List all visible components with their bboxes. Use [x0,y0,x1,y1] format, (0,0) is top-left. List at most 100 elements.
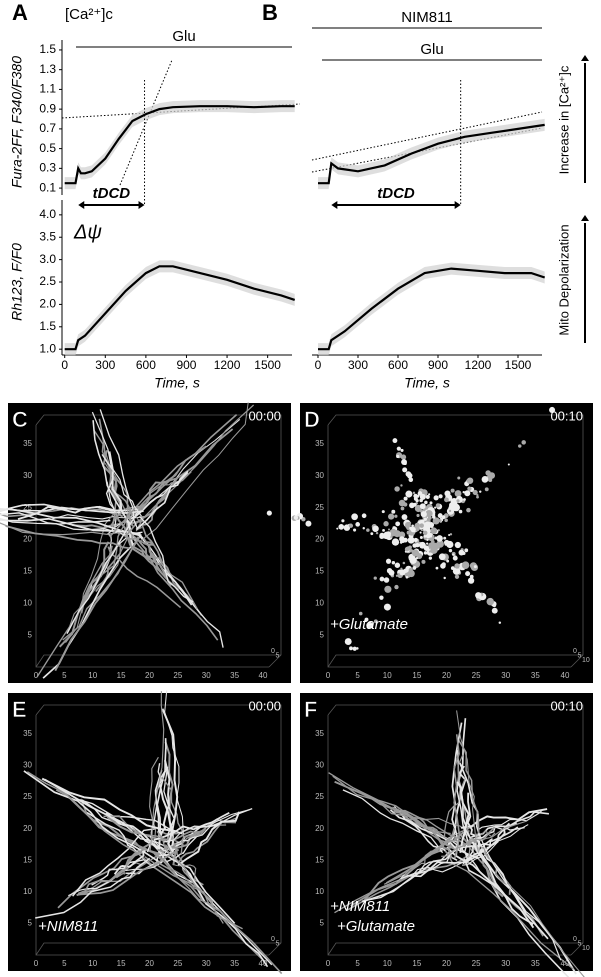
x-tick-label: 35 [230,959,239,968]
organelle [466,507,471,513]
organelle [448,534,451,537]
organelle [407,569,415,578]
organelle [362,527,365,530]
mitochondria [26,771,154,867]
x-tick-label: 30 [202,959,211,968]
x-tick-label: 1500 [505,358,532,372]
mitochondria [443,778,466,845]
organelle [434,506,437,509]
mitochondria [129,533,219,641]
organelle [343,524,351,531]
organelle [366,621,374,629]
mean-line [318,267,546,351]
arrow-head [331,201,338,209]
organelle [395,521,401,527]
organelle [435,566,439,570]
organelle [457,476,461,480]
organelle [450,566,455,571]
x-tick-label: 0 [326,959,331,968]
y-tick-label: 3.5 [39,229,56,243]
organelle [364,617,369,622]
timestamp: 00:00 [248,408,281,423]
organelle [449,533,453,536]
organelle [373,619,378,624]
spread-band [318,118,545,190]
organelle [467,486,472,491]
mitochondria [67,526,130,632]
mitochondria [107,546,182,609]
organelle [435,503,441,508]
y-tick-label: 5 [320,630,325,639]
organelle [498,621,502,624]
x-axis-label: Time, s [404,375,450,391]
x-tick-label: 25 [173,671,182,680]
mitochondria [153,812,230,841]
y-tick-label: 10 [23,598,32,607]
mitochondria [180,827,207,846]
mitochondria [177,860,269,968]
organelle [385,531,392,537]
organelle [424,500,428,505]
timestamp: 00:00 [248,698,281,713]
organelle [400,454,407,460]
mitochondria [476,839,549,940]
organelle [415,542,420,548]
organelle [400,484,403,487]
mean-line [64,105,295,185]
treatment-label: +NIM811 [330,898,390,915]
y-tick-label: 5 [28,630,33,639]
y-tick-label: 2.5 [39,274,56,288]
z-tick-label: 0 [573,648,577,655]
y-tick-label: 35 [315,729,324,738]
x-tick-label: 1200 [465,358,492,372]
organelle [400,567,403,570]
y-tick-label: 30 [23,471,32,480]
arrow-head [78,201,85,209]
x-tick-label: 900 [428,358,448,372]
x-tick-label: 10 [383,959,392,968]
y-tick-label: 3.0 [39,252,56,266]
organelle [407,536,415,544]
mitochondria [106,816,176,855]
organelle [373,576,377,580]
annotation: Δψ [73,221,102,243]
cell-structure [23,690,283,975]
organelle [398,499,406,507]
mitochondria [477,809,544,831]
organelle [349,646,353,651]
y-tick-label: 5 [28,919,33,928]
organelle [402,561,406,565]
mitochondria [44,778,159,849]
organelle [336,527,339,530]
organelle [419,531,422,534]
organelle [450,488,455,493]
box-outline [35,704,282,956]
y-axis-label: Rh123, F/F0 [9,243,25,321]
organelle [413,493,418,499]
organelle [476,493,479,497]
panel-letter: A [12,0,28,25]
side-label: Mito Depolarization [556,224,571,335]
y-tick-label: 25 [315,792,324,801]
organelle [454,574,460,579]
mitochondria [478,832,562,961]
treatment-label: +NIM811 [38,918,98,935]
y-tick-label: 20 [23,824,32,833]
mitochondria [392,806,458,842]
organelle [358,611,363,616]
y-tick-label: 30 [315,761,324,770]
x-tick-label: 10 [88,959,97,968]
organelle [435,543,440,548]
organelle [408,545,412,550]
organelle [446,559,450,563]
organelle [464,548,469,553]
z-tick-label: 0 [271,648,275,655]
mitochondria [389,809,479,859]
organelle [454,541,461,549]
mitochondria [175,807,253,844]
mitochondria [101,454,116,514]
organelle [411,549,419,557]
mitochondria [444,850,574,970]
organelle [419,541,426,549]
y-tick-label: 1.0 [39,341,56,355]
